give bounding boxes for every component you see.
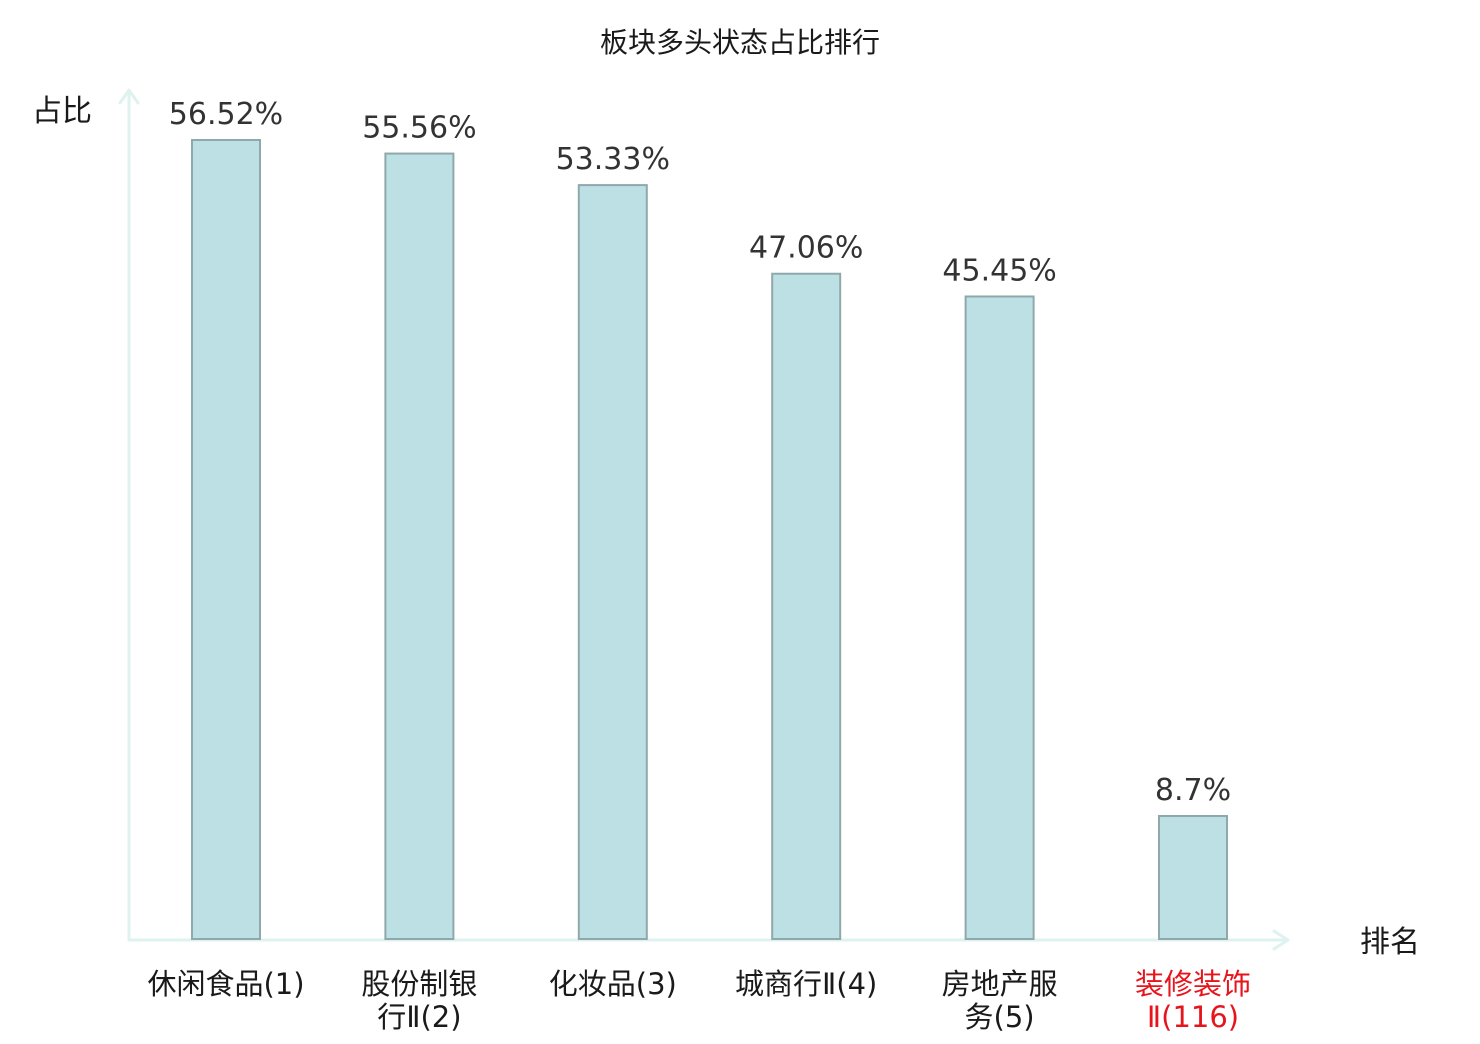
category-label: 房地产服 xyxy=(942,967,1058,1001)
category-label: 务(5) xyxy=(965,1000,1035,1034)
category-label: 城商行Ⅱ(4) xyxy=(735,967,877,1001)
value-label: 56.52% xyxy=(169,97,283,132)
value-label: 8.7% xyxy=(1155,773,1231,808)
bar xyxy=(771,272,842,940)
chart-title: 板块多头状态占比排行 xyxy=(600,26,880,59)
value-label: 55.56% xyxy=(362,111,476,146)
bar xyxy=(964,295,1035,940)
category-label: 装修装饰 xyxy=(1135,967,1251,1001)
y-axis-arrow xyxy=(118,88,140,105)
value-label: 53.33% xyxy=(556,142,670,177)
bar xyxy=(577,184,648,941)
x-axis-label: 排名 xyxy=(1360,925,1420,960)
bar xyxy=(191,139,261,940)
y-axis-label: 占比 xyxy=(32,94,92,129)
bar xyxy=(384,152,455,941)
category-label: 化妆品(3) xyxy=(549,967,677,1001)
axes xyxy=(118,88,1290,951)
category-label: 行Ⅱ(2) xyxy=(377,1000,461,1034)
value-label: 45.45% xyxy=(942,253,1056,288)
bars-group xyxy=(191,139,1228,941)
value-labels-group: 56.52% 55.56% 53.33% 47.06% 45.45% 8.7% xyxy=(169,97,1231,808)
category-label: 休闲食品(1) xyxy=(147,967,304,1001)
value-label: 47.06% xyxy=(749,231,863,266)
x-axis-arrow xyxy=(1272,929,1290,951)
bar xyxy=(1158,815,1228,940)
category-label: Ⅱ(116) xyxy=(1147,1000,1239,1034)
category-label: 股份制银 xyxy=(361,967,477,1001)
